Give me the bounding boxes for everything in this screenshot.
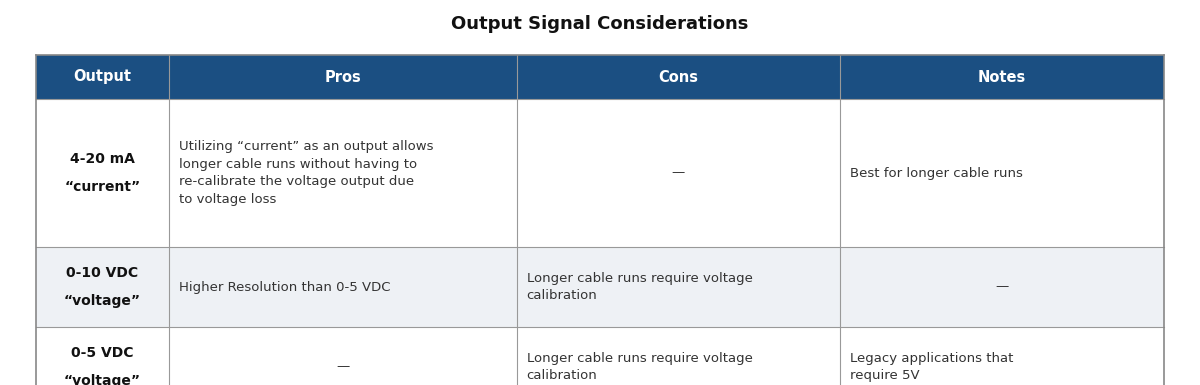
- Text: 4-20 mA: 4-20 mA: [70, 152, 134, 166]
- Bar: [36, 327, 1164, 385]
- Text: —: —: [336, 360, 349, 373]
- Text: Best for longer cable runs: Best for longer cable runs: [851, 166, 1024, 179]
- Text: —: —: [672, 166, 685, 179]
- Text: Output: Output: [73, 70, 132, 84]
- Text: Pros: Pros: [324, 70, 361, 84]
- Text: Higher Resolution than 0-5 VDC: Higher Resolution than 0-5 VDC: [179, 281, 391, 293]
- Text: Utilizing “current” as an output allows
longer cable runs without having to
re-c: Utilizing “current” as an output allows …: [179, 140, 433, 206]
- Text: Longer cable runs require voltage
calibration: Longer cable runs require voltage calibr…: [527, 352, 752, 382]
- Text: 0-10 VDC: 0-10 VDC: [66, 266, 139, 280]
- Text: “voltage”: “voltage”: [64, 374, 142, 385]
- Bar: [36, 247, 1164, 327]
- Text: “voltage”: “voltage”: [64, 294, 142, 308]
- Text: “current”: “current”: [65, 180, 140, 194]
- Text: 0-5 VDC: 0-5 VDC: [71, 346, 134, 360]
- Text: —: —: [996, 281, 1009, 293]
- Text: Longer cable runs require voltage
calibration: Longer cable runs require voltage calibr…: [527, 272, 752, 302]
- Bar: [36, 55, 1164, 99]
- Text: Notes: Notes: [978, 70, 1026, 84]
- Text: Output Signal Considerations: Output Signal Considerations: [451, 15, 749, 33]
- Text: Legacy applications that
require 5V: Legacy applications that require 5V: [851, 352, 1014, 382]
- Text: Cons: Cons: [659, 70, 698, 84]
- Bar: [36, 99, 1164, 247]
